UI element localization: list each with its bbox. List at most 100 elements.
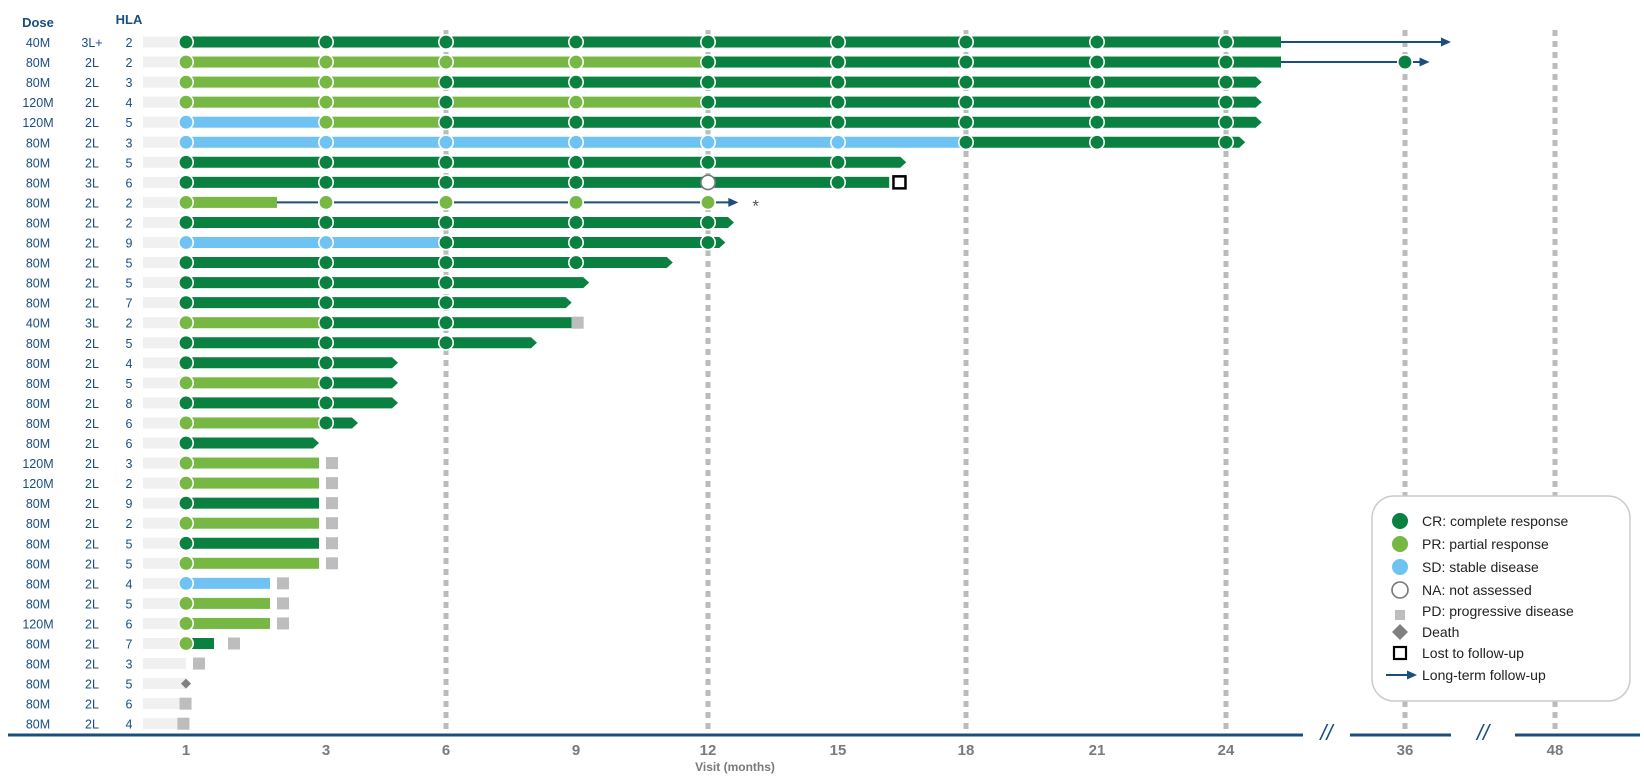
dose-label: 120M: [22, 477, 53, 491]
assessment-cr: [178, 174, 195, 191]
line-label: 2L: [85, 216, 99, 230]
hla-label: 5: [126, 156, 133, 170]
dose-label: 80M: [26, 577, 50, 591]
assessment-pr: [178, 94, 195, 111]
assessment-cr: [699, 74, 716, 91]
line-label: 2L: [85, 56, 99, 70]
dose-label: 80M: [26, 156, 50, 170]
assessment-cr: [178, 334, 195, 351]
hla-label: 2: [126, 477, 133, 491]
assessment-cr: [437, 314, 454, 331]
line-label: 2L: [85, 457, 99, 471]
dose-label: 80M: [26, 497, 50, 511]
lead-in-bar: [143, 116, 186, 128]
line-label: 2L: [85, 257, 99, 271]
assessment-cr: [317, 294, 334, 311]
patient-row: [143, 555, 338, 572]
patient-row: [143, 495, 338, 512]
hla-label: 2: [126, 56, 133, 70]
hla-label: 4: [126, 577, 133, 591]
bar-sd: [186, 116, 326, 128]
assessment-cr: [699, 214, 716, 231]
lead-in-bar: [143, 718, 186, 730]
assessment-cr: [699, 54, 716, 71]
lead-in-bar: [143, 56, 186, 68]
bar-cr: [186, 297, 572, 309]
assessment-cr: [178, 33, 195, 50]
hla-label: 6: [126, 417, 133, 431]
assessment-cr: [567, 214, 584, 231]
assessment-cr: [437, 154, 454, 171]
hla-label: 5: [126, 337, 133, 351]
legend-marker-arrow-head: [1407, 670, 1417, 680]
lead-in-bar: [143, 477, 186, 489]
patient-row: [143, 615, 289, 632]
assessment-cr: [317, 254, 334, 271]
assessment-cr: [957, 134, 974, 151]
line-label: 2L: [85, 357, 99, 371]
legend-label: Long-term follow-up: [1422, 667, 1546, 683]
lead-in-bar: [143, 196, 186, 208]
line-label: 2L: [85, 196, 99, 210]
bar-cr: [446, 76, 1262, 88]
dose-label: 80M: [26, 196, 50, 210]
pd-marker: [179, 697, 192, 710]
assessment-cr: [829, 54, 846, 71]
assessment-pr: [317, 74, 334, 91]
dose-label: 80M: [26, 638, 50, 652]
hla-label: 9: [126, 497, 133, 511]
column-header-hla: HLA: [116, 12, 143, 27]
lead-in-bar: [143, 658, 186, 670]
legend: CR: complete response PR: partial respons…: [1371, 495, 1631, 702]
line-label: 2L: [85, 678, 99, 692]
bar-pr: [186, 377, 326, 389]
bar-pr: [326, 116, 446, 128]
x-tick-label: 48: [1547, 742, 1564, 759]
column-header-dose: Dose: [22, 15, 54, 30]
line-label: 2L: [85, 76, 99, 90]
lead-in-bar: [143, 317, 186, 329]
assessment-cr: [1397, 54, 1414, 71]
assessment-pr: [317, 54, 334, 71]
lead-in-bar: [143, 638, 186, 649]
bar-cr: [708, 56, 1281, 68]
legend-marker-sd: [1392, 559, 1408, 575]
patient-row: [143, 394, 398, 411]
assessment-cr: [437, 114, 454, 131]
dose-label: 80M: [26, 136, 50, 150]
dose-label: 80M: [26, 718, 50, 732]
bar-cr: [446, 237, 726, 248]
pd-marker: [277, 597, 289, 610]
bar-cr: [326, 417, 358, 429]
x-tick-label: 9: [572, 742, 580, 759]
patient-row: [143, 515, 338, 532]
dose-label: 80M: [26, 557, 50, 571]
assessment-cr: [317, 214, 334, 231]
pd-marker: [277, 577, 289, 590]
lead-in-bar: [143, 257, 186, 269]
hla-label: 7: [126, 638, 133, 652]
assessment-pr: [178, 455, 195, 472]
assessment-cr: [437, 274, 454, 291]
assessment-sd: [317, 134, 334, 151]
line-label: 2L: [85, 417, 99, 431]
legend-marker-cr: [1392, 513, 1408, 529]
assessment-sd: [178, 575, 195, 592]
dose-label: 120M: [22, 116, 53, 130]
lead-in-bar: [143, 176, 186, 188]
axis-break-mark: //: [1318, 720, 1334, 745]
lead-in-bar: [143, 437, 186, 449]
x-tick-label: 6: [442, 742, 450, 759]
assessment-sd: [178, 114, 195, 131]
lead-in-bar: [143, 237, 186, 248]
legend-label: PD: progressive disease: [1422, 603, 1574, 619]
x-tick-label: 15: [830, 742, 847, 759]
lead-in-bar: [143, 597, 186, 609]
line-label: 2L: [85, 718, 99, 732]
legend-label: CR: complete response: [1422, 513, 1569, 529]
dose-label: 80M: [26, 297, 50, 311]
lead-in-bar: [143, 678, 186, 690]
legend-label: NA: not assessed: [1422, 582, 1532, 598]
hla-label: 3: [126, 457, 133, 471]
